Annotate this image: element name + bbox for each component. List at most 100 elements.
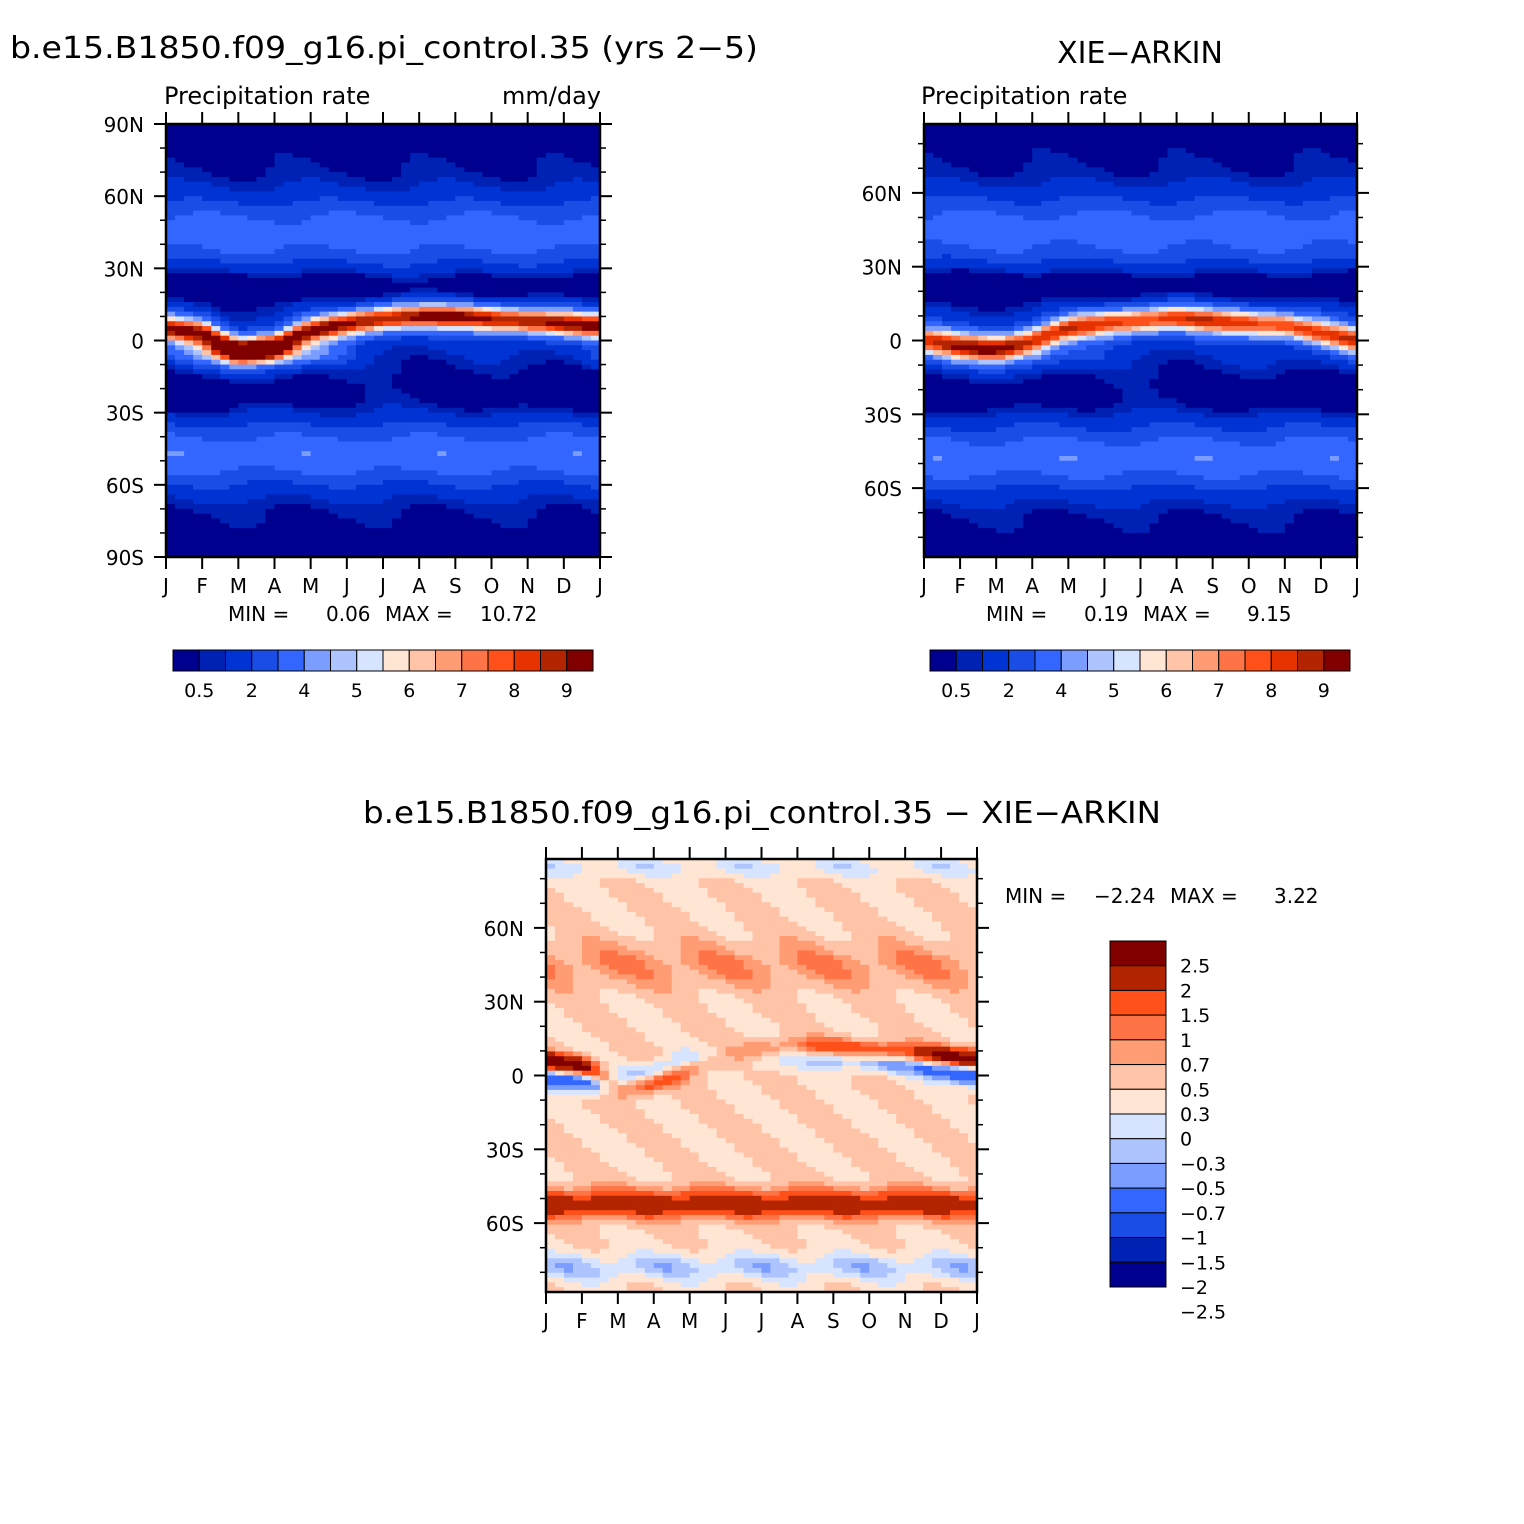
panel-model-cell [184,239,194,245]
panel-model-cell [274,407,285,414]
panel-model-cell [446,542,456,548]
panel-model-cell [509,359,520,366]
panel-model-cell [229,489,239,496]
panel-model-cell [545,205,556,212]
panel-obs-cell [1347,162,1358,168]
panel-model-cell [283,412,294,419]
panel-obs-cell [1158,162,1169,168]
panel-model-cell [563,446,574,452]
panel-model-cell [265,292,276,298]
panel-model-cell [337,326,348,332]
panel-model-cell [581,311,592,318]
panel-model-cell [373,523,384,529]
panel-model-cell [410,244,420,250]
panel-model-cell [364,475,375,481]
panel-model-cell [166,244,176,250]
panel-model-cell [464,465,475,471]
panel-model-cell [220,268,230,274]
panel-model-cell [455,157,465,164]
panel-model-ytick-label: 30S [106,402,144,426]
panel-model-cell [446,345,456,351]
panel-model-cell [292,422,303,428]
panel-model-cell [265,330,276,337]
panel-obs-cell [1158,167,1169,173]
panel-model-cell [482,215,493,221]
panel-model-cell [193,393,203,399]
panel-model-cell [518,148,529,154]
panel-model-cell [166,494,176,500]
panel-model-cell [419,523,429,529]
panel-model-cell [545,393,556,399]
panel-model-cell [202,273,212,279]
panel-model-cell [229,354,239,361]
panel-model-cell [184,460,194,467]
panel-model-cell [166,446,176,452]
panel-model-cell [536,446,547,452]
panel-model-cell [319,470,330,476]
panel-model-cell [283,215,294,221]
panel-model-cell [292,455,303,462]
panel-model-cell [482,350,493,356]
panel-model-cell [581,378,592,385]
panel-model-cell [319,124,330,130]
panel-obs-cell [1248,172,1259,178]
panel-model-cell [590,417,601,423]
panel-model-cell [536,215,547,221]
panel-model-ytick-label: 90S [106,546,144,570]
panel-model-cell [446,311,456,318]
panel-model-cell [437,460,447,467]
panel-model-cell [572,282,583,289]
panel-model-cell [464,431,475,438]
panel-model-cell [392,398,402,404]
panel-model-cell [545,470,556,476]
panel-model-cell [364,282,375,289]
panel-model-cell [482,167,493,173]
panel-model-cell [437,407,447,414]
panel-model-cell [364,484,375,491]
panel-model-cell [238,374,248,380]
panel-model-cell [346,263,357,269]
panel-model-cell [518,378,529,385]
panel-model-cell [383,205,393,212]
panel-model-cell [446,133,456,140]
panel-model-cell [184,258,194,265]
panel-model-cell [184,494,194,500]
panel-model-cell [283,427,294,433]
panel-model-cell [428,306,438,313]
panel-obs-cell [1113,128,1124,135]
panel-model-cell [220,446,230,452]
panel-model-cell [572,364,583,370]
panel-model-cell [554,518,565,524]
panel-model-cell [419,374,429,380]
panel-model-cell [419,292,429,298]
panel-model-cell [211,311,221,318]
panel-model-cell [211,191,221,197]
panel-model-cell [455,340,465,346]
panel-model-cell [410,494,420,500]
panel-model-cell [292,244,303,250]
panel-model-cell [581,258,592,265]
panel-model-cell [455,431,465,438]
panel-obs-cell [996,124,1006,130]
panel-model-cell [283,128,294,135]
panel-obs-cell [1122,157,1133,164]
panel-model-cell [175,225,185,231]
panel-model-cell [238,263,248,269]
panel-model-cell [536,330,547,337]
panel-model-xtick-label: D [556,574,571,598]
panel-model-cell [175,441,185,447]
panel-model-cell [193,143,203,149]
panel-model-cell [473,152,484,159]
panel-model-cell [274,504,285,510]
panel-model-cell [428,359,438,366]
panel-model-cell [337,167,348,173]
panel-model-cell [446,244,456,250]
panel-model-cell [166,484,176,491]
panel-model-cell [193,431,203,438]
panel-model-cell [383,215,393,221]
panel-model-cell [373,542,384,548]
panel-model-cell [355,378,366,385]
panel-model-cell [590,210,601,217]
panel-model-cell [410,508,420,515]
